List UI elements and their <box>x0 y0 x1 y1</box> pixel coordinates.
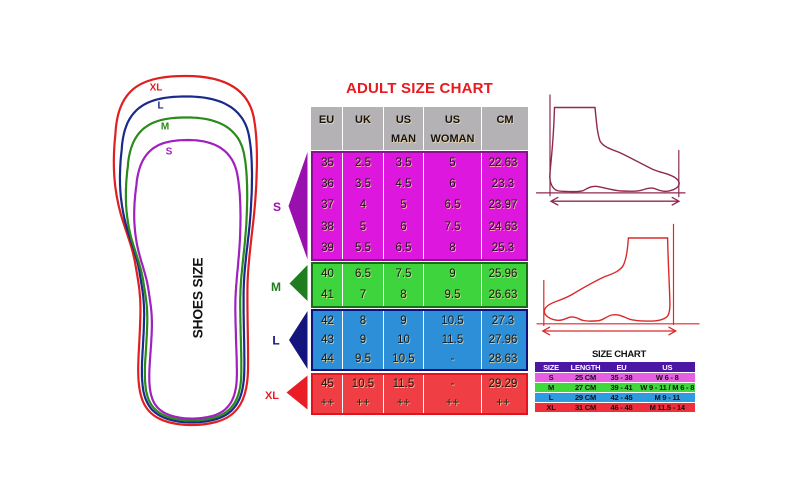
svg-text:M: M <box>161 122 169 133</box>
svg-text:L: L <box>272 334 279 348</box>
svg-text:S: S <box>273 200 281 214</box>
svg-text:XL: XL <box>265 390 279 402</box>
svg-text:SHOES SIZE: SHOES SIZE <box>191 258 206 339</box>
svg-text:XL: XL <box>150 83 163 94</box>
svg-text:S: S <box>166 147 173 158</box>
svg-text:L: L <box>157 101 163 112</box>
svg-text:M: M <box>271 280 281 294</box>
